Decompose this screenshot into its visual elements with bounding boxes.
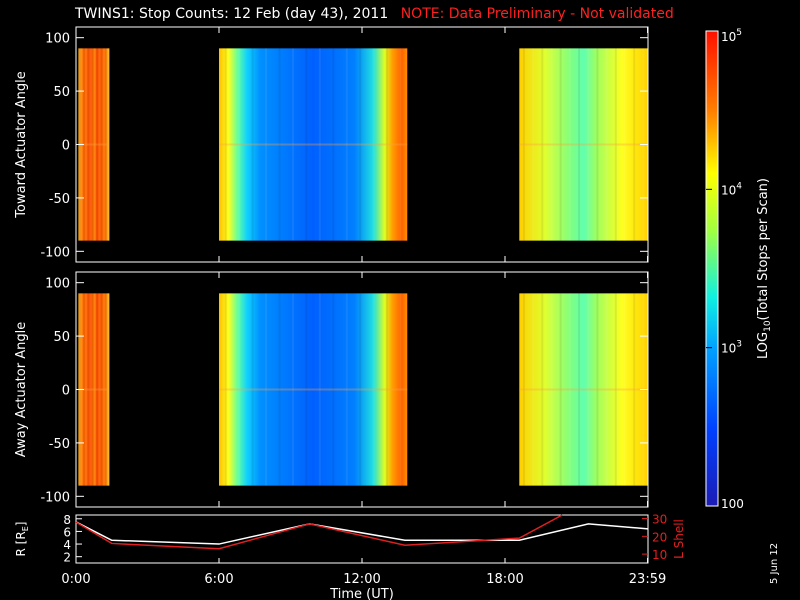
heatmap-segment [519, 48, 648, 241]
colorbar-tick-label: 100 [721, 497, 744, 511]
colorbar-tick-label: 104 [721, 181, 742, 197]
colorbar-tick-label: 105 [721, 28, 742, 44]
preliminary-note: NOTE: Data Preliminary - Not validated [400, 6, 674, 22]
heatmap-segment [519, 293, 648, 486]
y-tick-label: 0 [62, 139, 70, 154]
y-tick-label: -100 [40, 490, 70, 505]
y-axis-label: Away Actuator Angle [14, 322, 29, 457]
y-tick-label: 50 [53, 85, 70, 100]
orbit-frame [75, 514, 649, 564]
y-tick-label: 50 [53, 330, 70, 345]
y-tick-label: 100 [45, 277, 70, 292]
heatmap-panel: 100 50 0 -50 -100 Away Actuator Angle [14, 271, 649, 508]
y-tick-label: -100 [40, 245, 70, 260]
title-text: TWINS1: Stop Counts: 12 Feb (day 43), 20… [75, 6, 389, 22]
y-tick-label: 100 [45, 32, 70, 47]
x-tick-label: 23:59 [629, 572, 666, 587]
lshell-tick-label: 10 [652, 548, 667, 562]
lshell-tick-label: 20 [652, 530, 667, 544]
y-tick-label: -50 [49, 437, 70, 452]
colorbar-gradient [705, 30, 719, 507]
x-axis-label: Time (UT) [329, 587, 394, 600]
heatmap-segment [219, 48, 408, 241]
lshell-tick-label: 30 [652, 513, 667, 527]
colorbar-label: LOG10(Total Stops per Scan) [756, 178, 773, 359]
x-tick-label: 12:00 [343, 572, 380, 587]
r-tick-label: 2 [63, 551, 71, 565]
r-tick-label: 6 [63, 525, 71, 539]
heatmap-panel: 100 50 0 -50 -100 Toward Actuator Angle [14, 26, 649, 263]
chart-title: TWINS1: Stop Counts: 12 Feb (day 43), 20… [75, 6, 674, 22]
lshell-axis-label: L Shell [672, 519, 686, 559]
r-tick-label: 8 [63, 513, 71, 527]
colorbar: 105 104 103 100 LOG10(Total Stops per Scan) [705, 28, 773, 511]
y-axis-label: Toward Actuator Angle [14, 71, 29, 218]
x-tick-label: 6:00 [204, 572, 233, 587]
r-tick-label: 4 [63, 538, 71, 552]
r-axis-label: R [RE] [14, 522, 30, 557]
heatmap-segment [219, 293, 408, 486]
x-tick-label: 18:00 [486, 572, 523, 587]
y-tick-label: -50 [49, 192, 70, 207]
x-tick-label: 0:00 [61, 572, 90, 587]
y-tick-label: 0 [62, 384, 70, 399]
colorbar-tick-label: 103 [721, 340, 742, 356]
r-line [75, 521, 649, 545]
lshell-line [75, 514, 563, 550]
date-stamp: 5 Jun 12 [769, 542, 780, 584]
